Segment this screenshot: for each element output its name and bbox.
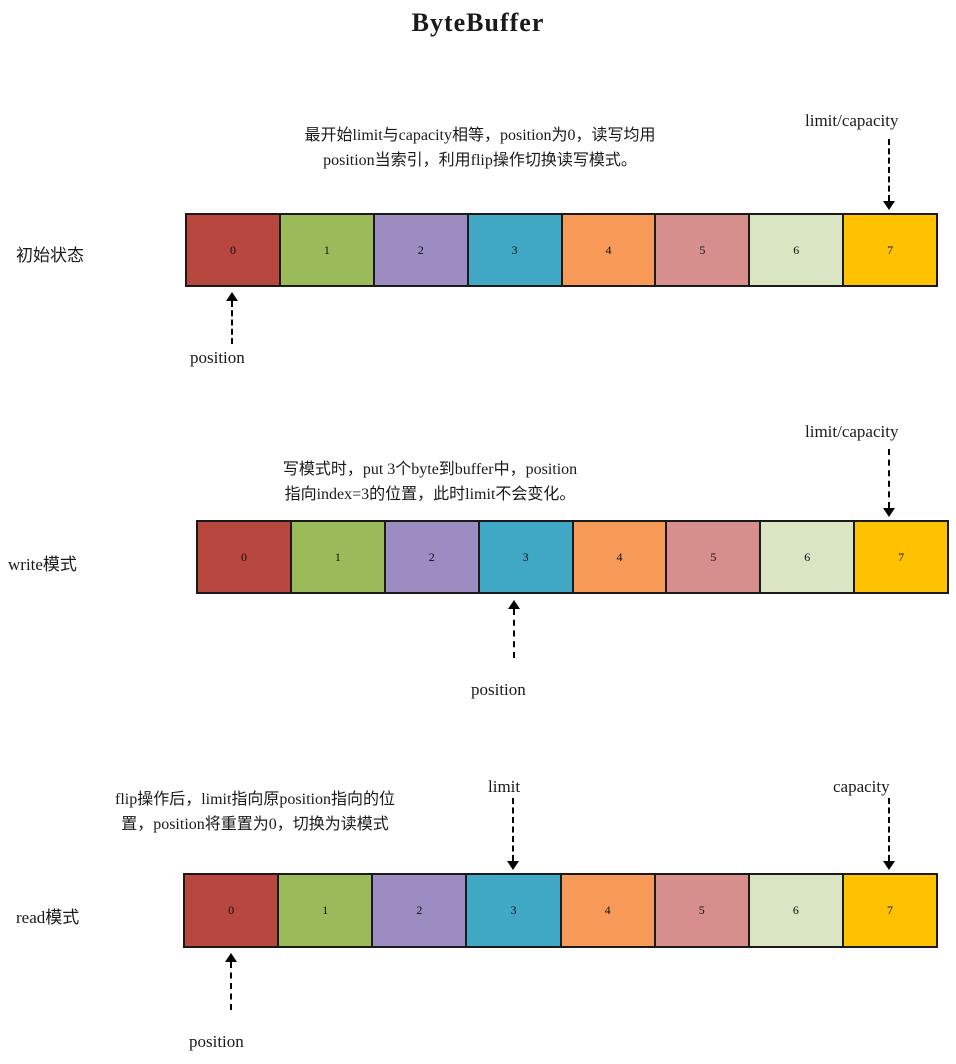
buffer-cell: 0	[186, 214, 280, 286]
buffer-cell: 3	[478, 521, 573, 593]
read-capacity-label: capacity	[833, 777, 890, 796]
arrow-up-icon	[507, 600, 521, 658]
buffer-cell: 1	[278, 874, 373, 947]
write-description-line1: 写模式时，put 3个byte到buffer中，position	[282, 461, 578, 478]
buffer-cell: 4	[572, 521, 667, 593]
read-position-label: position	[189, 1032, 244, 1051]
buffer-cell: 6	[748, 874, 843, 947]
arrow-down-icon	[882, 798, 896, 870]
buffer-cell: 1	[290, 521, 385, 593]
buffer-cell: 4	[561, 214, 656, 286]
arrow-down-icon	[882, 449, 896, 517]
buffer-cell: 7	[854, 521, 948, 593]
initial-description: 最开始limit与capacity相等，position为0，读写均用 posi…	[220, 123, 740, 173]
page-title: ByteBuffer	[411, 8, 545, 37]
arrow-down-icon	[506, 798, 520, 870]
read-description-line2: 置，position将重置为0，切换为读模式	[121, 816, 389, 833]
buffer-cell: 7	[843, 214, 937, 286]
initial-position-label: position	[190, 348, 245, 367]
buffer-cell: 2	[373, 214, 468, 286]
initial-row-label: 初始状态	[16, 246, 84, 265]
write-description: 写模式时，put 3个byte到buffer中，position 指向index…	[210, 457, 650, 507]
write-row-label: write模式	[8, 555, 77, 574]
buffer-cell: 6	[749, 214, 844, 286]
buffer-cell: 3	[467, 214, 562, 286]
buffer-cell: 3	[466, 874, 561, 947]
read-limit-label: limit	[488, 777, 521, 796]
buffer-cell: 5	[666, 521, 761, 593]
write-buffer-row: 0 1 2 3 4 5 6 7	[196, 520, 949, 594]
buffer-cell: 5	[654, 874, 749, 947]
buffer-cell: 0	[184, 874, 279, 947]
arrow-up-icon	[225, 292, 239, 344]
initial-limit-capacity-label: limit/capacity	[805, 111, 899, 130]
read-description: flip操作后，limit指向原position指向的位 置，position将…	[45, 787, 465, 837]
buffer-cell: 5	[655, 214, 750, 286]
buffer-cell: 6	[760, 521, 855, 593]
initial-description-line1: 最开始limit与capacity相等，position为0，读写均用	[304, 127, 656, 144]
initial-description-line2: position当索引，利用flip操作切换读写模式。	[323, 152, 637, 169]
write-limit-capacity-label: limit/capacity	[805, 422, 899, 441]
write-description-line2: 指向index=3的位置，此时limit不会变化。	[284, 486, 576, 503]
arrow-down-icon	[882, 139, 896, 210]
buffer-cell: 0	[197, 521, 291, 593]
buffer-cell: 2	[372, 874, 467, 947]
buffer-cell: 4	[560, 874, 655, 947]
buffer-cell: 2	[384, 521, 479, 593]
read-description-line1: flip操作后，limit指向原position指向的位	[114, 791, 395, 808]
buffer-cell: 7	[842, 874, 937, 947]
initial-buffer-row: 0 1 2 3 4 5 6 7	[185, 213, 938, 287]
write-position-label: position	[471, 680, 526, 699]
buffer-cell: 1	[279, 214, 374, 286]
read-row-label: read模式	[16, 908, 80, 927]
arrow-up-icon	[224, 953, 238, 1010]
read-buffer-row: 0 1 2 3 4 5 6 7	[183, 873, 938, 948]
